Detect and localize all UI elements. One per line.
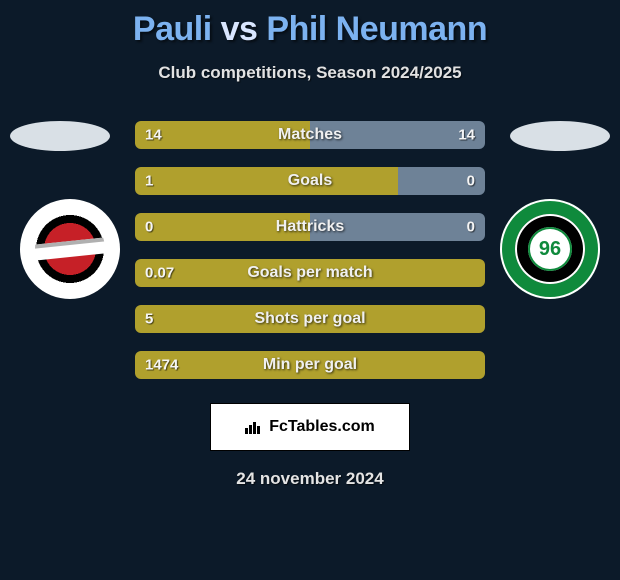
stat-row: 0 0 Hattricks [135,213,485,241]
stat-value-left: 0 [145,219,153,236]
stat-value-right: 14 [458,127,475,144]
stat-row: 0.07 Goals per match [135,259,485,287]
team-logo-right-text: 96 [528,227,572,271]
stat-label: Hattricks [276,218,344,236]
stat-bars-container: 14 14 Matches 1 0 Goals 0 0 Hattricks 0.07 Goals p… [135,121,485,379]
attribution-badge: FcTables.com [210,403,410,451]
vs-separator: vs [221,10,258,48]
stat-label: Min per goal [263,356,357,374]
stat-bar-left [135,167,398,195]
comparison-content: 96 14 14 Matches 1 0 Goals 0 0 Hattricks 0.07 Goal… [0,121,620,489]
stat-value-left: 1 [145,173,153,190]
team-logo-right-icon: 96 [500,199,600,299]
player2-marker-ellipse [510,121,610,151]
player1-name: Pauli [133,10,212,48]
player1-marker-ellipse [10,121,110,151]
footer-date: 24 november 2024 [0,469,620,489]
player2-name: Phil Neumann [266,10,487,48]
stat-row: 1474 Min per goal [135,351,485,379]
stat-label: Matches [278,126,342,144]
stat-row: 14 14 Matches [135,121,485,149]
stat-value-right: 0 [467,219,475,236]
stat-value-left: 0.07 [145,265,174,282]
stat-value-left: 5 [145,311,153,328]
stat-label: Goals per match [247,264,372,282]
team-logo-left-icon [20,199,120,299]
player1-team-logo [20,199,120,299]
player2-team-logo: 96 [500,199,600,299]
stat-label: Goals [288,172,332,190]
stat-row: 1 0 Goals [135,167,485,195]
comparison-title: Pauli vs Phil Neumann [0,0,620,49]
stat-value-left: 1474 [145,357,178,374]
attribution-text: FcTables.com [269,418,375,436]
attribution-chart-icon [245,420,263,437]
stat-value-right: 0 [467,173,475,190]
stat-row: 5 Shots per goal [135,305,485,333]
stat-label: Shots per goal [254,310,365,328]
competition-subtitle: Club competitions, Season 2024/2025 [0,63,620,83]
stat-value-left: 14 [145,127,162,144]
